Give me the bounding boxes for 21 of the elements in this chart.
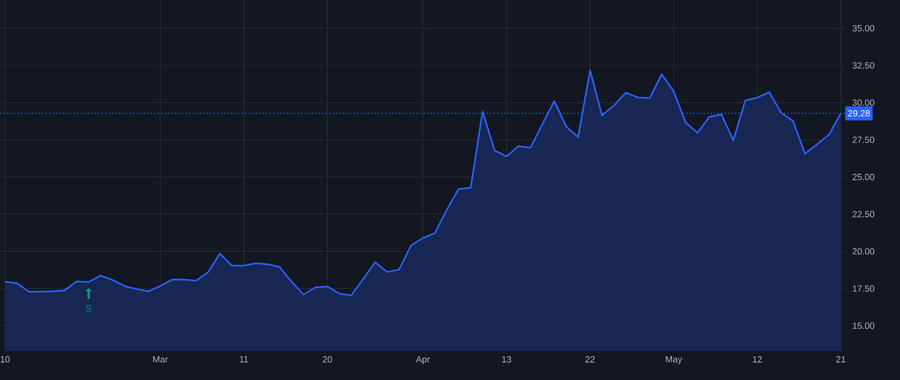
y-tick-label: 17.50 [852, 285, 874, 292]
ref-line-label: 29.28 [848, 110, 870, 117]
x-tick-label: 10 [0, 356, 10, 363]
y-tick-label: 22.50 [852, 210, 874, 218]
x-tick-label: 11 [240, 356, 248, 362]
y-tick-label: 35.00 [852, 25, 874, 32]
y-tick-label: 30.00 [852, 99, 874, 106]
x-tick-label: 20 [322, 356, 332, 363]
y-tick-label: 15.00 [852, 322, 874, 329]
x-tick-label: 22 [586, 356, 595, 362]
annotation: S [86, 305, 92, 312]
x-tick-label: Mar [153, 356, 168, 362]
x-tick-label: May [666, 356, 682, 364]
x-tick-label: 21 [836, 356, 846, 362]
x-tick-label: 12 [752, 356, 762, 362]
y-tick-label: 20.00 [852, 248, 874, 255]
y-tick-label: 32.50 [852, 62, 874, 69]
x-tick-label: Apr [416, 356, 430, 364]
y-tick-label: 27.50 [852, 136, 874, 143]
y-tick-label: 25.00 [852, 174, 874, 180]
x-tick-label: 13 [502, 356, 512, 363]
